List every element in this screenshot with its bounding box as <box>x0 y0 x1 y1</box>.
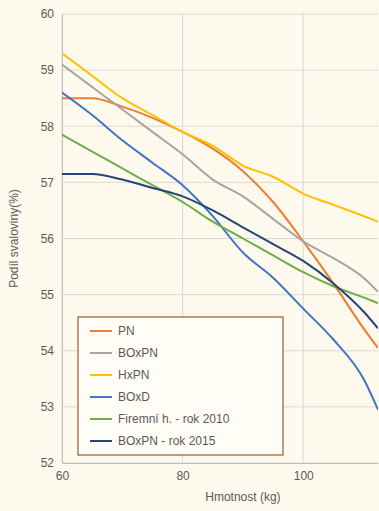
tick-label: 54 <box>41 344 55 358</box>
legend-swatch <box>90 374 112 376</box>
legend-label: HxPN <box>118 368 149 382</box>
tick: 55 <box>41 288 62 302</box>
legend-label: BOxD <box>118 390 150 404</box>
grid-line <box>62 126 378 127</box>
tick: 57 <box>41 176 62 190</box>
legend-swatch <box>90 352 112 354</box>
tick: 53 <box>41 400 62 414</box>
legend-label: BOxPN <box>118 346 158 360</box>
legend-swatch <box>90 330 112 332</box>
x-axis-title: Hmotnost (kg) <box>205 490 280 504</box>
tick: 58 <box>41 120 62 134</box>
grid <box>62 14 378 463</box>
series-line <box>62 53 378 221</box>
y-axis: 52 53 54 55 56 57 58 59 60 <box>41 7 63 470</box>
tick: 60 <box>41 7 62 21</box>
plot: 60 80 100 52 53 54 55 56 57 58 59 60 <box>41 7 379 482</box>
chart-container: 60 80 100 52 53 54 55 56 57 58 59 60 Hmotnost (kg) Po… <box>0 0 379 511</box>
tick-label: 59 <box>41 63 55 77</box>
tick-label: 60 <box>56 469 70 483</box>
tick-label: 53 <box>41 400 55 414</box>
chart-svg: 60 80 100 52 53 54 55 56 57 58 59 60 Hmotnost (kg) Po… <box>0 0 379 511</box>
tick-label: 52 <box>41 456 55 470</box>
grid-line <box>62 70 378 71</box>
legend-swatch <box>90 440 112 442</box>
series-line <box>62 65 378 292</box>
legend-box <box>78 317 283 455</box>
axis-line <box>62 15 63 464</box>
tick: 100 <box>294 463 314 483</box>
tick: 52 <box>41 456 62 470</box>
grid-line <box>303 14 304 463</box>
tick: 80 <box>176 463 190 483</box>
grid-line <box>62 14 63 463</box>
legend-swatch <box>90 418 112 420</box>
tick: 56 <box>41 232 62 246</box>
legend-label: PN <box>118 324 135 338</box>
grid-line <box>62 182 378 183</box>
grid-line <box>62 294 378 295</box>
tick: 54 <box>41 344 62 358</box>
y-axis-title: Podíl svaloviny(%) <box>7 189 21 288</box>
legend: PN BOxPN HxPN BOxD Firemní h. - rok 2010 BOxP… <box>78 317 283 455</box>
tick: 59 <box>41 63 62 77</box>
grid-line <box>62 14 378 15</box>
tick-label: 80 <box>176 469 190 483</box>
series-line <box>62 174 378 328</box>
tick: 60 <box>56 463 70 483</box>
series-line <box>62 98 378 348</box>
tick-label: 58 <box>41 120 55 134</box>
grid-line <box>62 238 378 239</box>
tick-label: 60 <box>41 7 55 21</box>
legend-label: BOxPN - rok 2015 <box>118 434 216 448</box>
tick-label: 57 <box>41 176 55 190</box>
legend-swatch <box>90 396 112 398</box>
tick-label: 100 <box>294 469 314 483</box>
legend-label: Firemní h. - rok 2010 <box>118 412 230 426</box>
axis-line <box>63 463 379 464</box>
x-axis: 60 80 100 <box>56 463 379 483</box>
tick-label: 55 <box>41 288 55 302</box>
tick-label: 56 <box>41 232 55 246</box>
series-line <box>62 135 378 303</box>
grid-line <box>62 463 378 464</box>
